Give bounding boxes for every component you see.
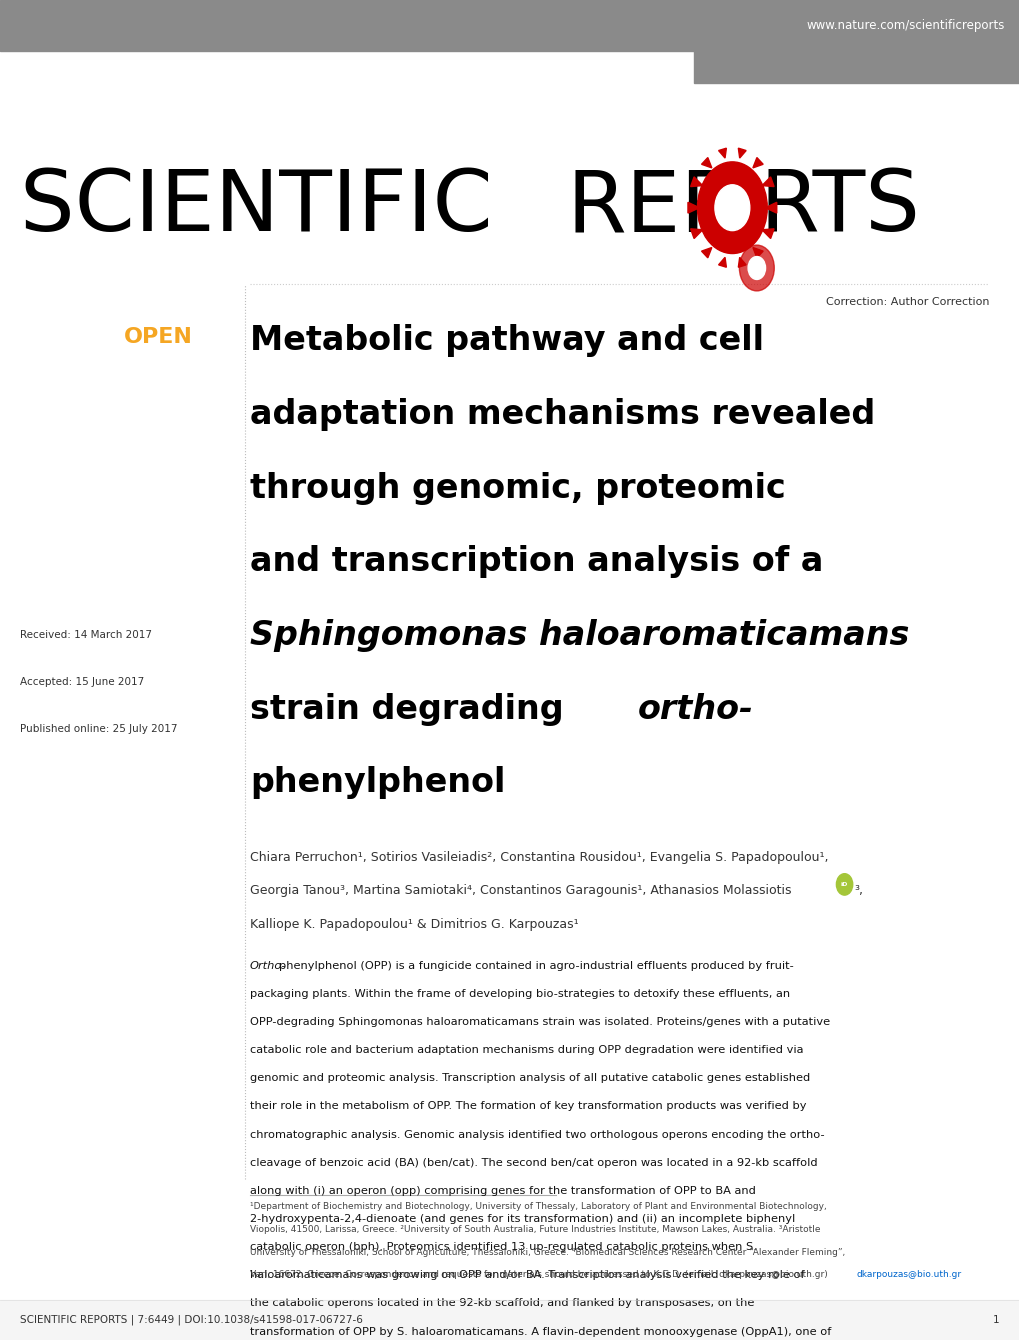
Text: ³,: ³, <box>854 884 863 898</box>
Text: phenylphenol (OPP) is a fungicide contained in agro-industrial effluents produce: phenylphenol (OPP) is a fungicide contai… <box>278 961 793 970</box>
Text: adaptation mechanisms revealed: adaptation mechanisms revealed <box>250 398 874 431</box>
Circle shape <box>739 245 773 291</box>
Polygon shape <box>687 202 699 213</box>
Circle shape <box>836 874 852 895</box>
Text: the catabolic operons located in the 92-kb scaffold, and flanked by transposases: the catabolic operons located in the 92-… <box>250 1298 753 1308</box>
Text: their role in the metabolism of OPP. The formation of key transformation product: their role in the metabolism of OPP. The… <box>250 1101 806 1111</box>
Polygon shape <box>752 248 762 257</box>
Text: Chiara Perruchon¹, Sotirios Vasileiadis², Constantina Rousidou¹, Evangelia S. Pa: Chiara Perruchon¹, Sotirios Vasileiadis²… <box>250 851 827 864</box>
Text: iD: iD <box>840 882 848 887</box>
Text: and transcription analysis of a: and transcription analysis of a <box>250 545 822 579</box>
Text: Vari, 16672, Greece. Correspondence and requests for materials should be address: Vari, 16672, Greece. Correspondence and … <box>250 1270 826 1280</box>
Polygon shape <box>761 229 773 239</box>
Text: chromatographic analysis. Genomic analysis identified two orthologous operons en: chromatographic analysis. Genomic analys… <box>250 1130 823 1139</box>
Text: through genomic, proteomic: through genomic, proteomic <box>250 472 785 505</box>
Polygon shape <box>764 202 776 213</box>
Polygon shape <box>761 177 773 186</box>
Text: OPEN: OPEN <box>123 327 193 347</box>
Text: strain degrading: strain degrading <box>250 693 575 726</box>
Text: RTS: RTS <box>759 166 920 249</box>
Text: SCIENTIFIC REPORTS | 7:6449 | DOI:10.1038/s41598-017-06727-6: SCIENTIFIC REPORTS | 7:6449 | DOI:10.103… <box>20 1315 363 1325</box>
Text: www.nature.com/scientificreports: www.nature.com/scientificreports <box>806 19 1004 32</box>
Text: 2-hydroxypenta-2,4-dienoate (and genes for its transformation) and (ii) an incom: 2-hydroxypenta-2,4-dienoate (and genes f… <box>250 1214 795 1223</box>
Text: Received: 14 March 2017: Received: 14 March 2017 <box>20 630 152 639</box>
Text: Ortho-: Ortho- <box>250 961 286 970</box>
Polygon shape <box>752 158 762 168</box>
Polygon shape <box>690 177 702 186</box>
Text: Metabolic pathway and cell: Metabolic pathway and cell <box>250 324 763 358</box>
Text: Correction: Author Correction: Correction: Author Correction <box>825 297 988 307</box>
Text: haloaromaticamans was growing on OPP and/or BA. Transcription analysis verified : haloaromaticamans was growing on OPP and… <box>250 1270 804 1280</box>
Text: Published online: 25 July 2017: Published online: 25 July 2017 <box>20 724 177 733</box>
Text: transformation of OPP by S. haloaromaticamans. A flavin-dependent monooxygenase : transformation of OPP by S. haloaromatic… <box>250 1327 830 1336</box>
Text: Sphingomonas haloaromaticamans: Sphingomonas haloaromaticamans <box>250 619 908 653</box>
Text: genomic and proteomic analysis. Transcription analysis of all putative catabolic: genomic and proteomic analysis. Transcri… <box>250 1073 809 1083</box>
Bar <box>0 0 1019 51</box>
Text: Viopolis, 41500, Larissa, Greece. ²University of South Australia, Future Industr: Viopolis, 41500, Larissa, Greece. ²Unive… <box>250 1225 819 1234</box>
Polygon shape <box>717 257 726 267</box>
Polygon shape <box>701 248 711 257</box>
Polygon shape <box>701 158 711 168</box>
Text: packaging plants. Within the frame of developing bio-strategies to detoxify thes: packaging plants. Within the frame of de… <box>250 989 790 998</box>
Text: phenylphenol: phenylphenol <box>250 766 504 800</box>
Polygon shape <box>738 149 746 158</box>
Text: REP: REP <box>566 166 732 249</box>
Polygon shape <box>690 229 702 239</box>
Text: Accepted: 15 June 2017: Accepted: 15 June 2017 <box>20 677 145 686</box>
Text: catabolic operon (bph). Proteomics identified 13 up-regulated catabolic proteins: catabolic operon (bph). Proteomics ident… <box>250 1242 756 1252</box>
Bar <box>693 0 1019 83</box>
Bar <box>0 1300 1019 1340</box>
Text: cleavage of benzoic acid (BA) (ben/cat). The second ben/cat operon was located i: cleavage of benzoic acid (BA) (ben/cat).… <box>250 1158 816 1167</box>
Polygon shape <box>738 257 746 267</box>
Text: 1: 1 <box>993 1315 999 1325</box>
Circle shape <box>714 185 749 230</box>
Text: Georgia Tanou³, Martina Samiotaki⁴, Constantinos Garagounis¹, Athanasios Molassi: Georgia Tanou³, Martina Samiotaki⁴, Cons… <box>250 884 791 898</box>
Text: along with (i) an operon (opp) comprising genes for the transformation of OPP to: along with (i) an operon (opp) comprisin… <box>250 1186 755 1195</box>
Text: OPP-degrading Sphingomonas haloaromaticamans strain was isolated. Proteins/genes: OPP-degrading Sphingomonas haloaromatica… <box>250 1017 829 1026</box>
Text: SCIENTIFIC: SCIENTIFIC <box>20 166 520 249</box>
Text: Kalliope K. Papadopoulou¹ & Dimitrios G. Karpouzas¹: Kalliope K. Papadopoulou¹ & Dimitrios G.… <box>250 918 578 931</box>
Text: ortho-: ortho- <box>637 693 753 726</box>
Polygon shape <box>717 149 726 158</box>
Text: dkarpouzas@bio.uth.gr: dkarpouzas@bio.uth.gr <box>856 1270 961 1280</box>
Text: ¹Department of Biochemistry and Biotechnology, University of Thessaly, Laborator: ¹Department of Biochemistry and Biotechn… <box>250 1202 825 1211</box>
Text: catabolic role and bacterium adaptation mechanisms during OPP degradation were i: catabolic role and bacterium adaptation … <box>250 1045 803 1055</box>
Circle shape <box>697 162 766 253</box>
Circle shape <box>747 256 765 280</box>
Text: University of Thessaloniki, School of Agriculture, Thessaloniki, Greece. ⁴Biomed: University of Thessaloniki, School of Ag… <box>250 1248 845 1257</box>
